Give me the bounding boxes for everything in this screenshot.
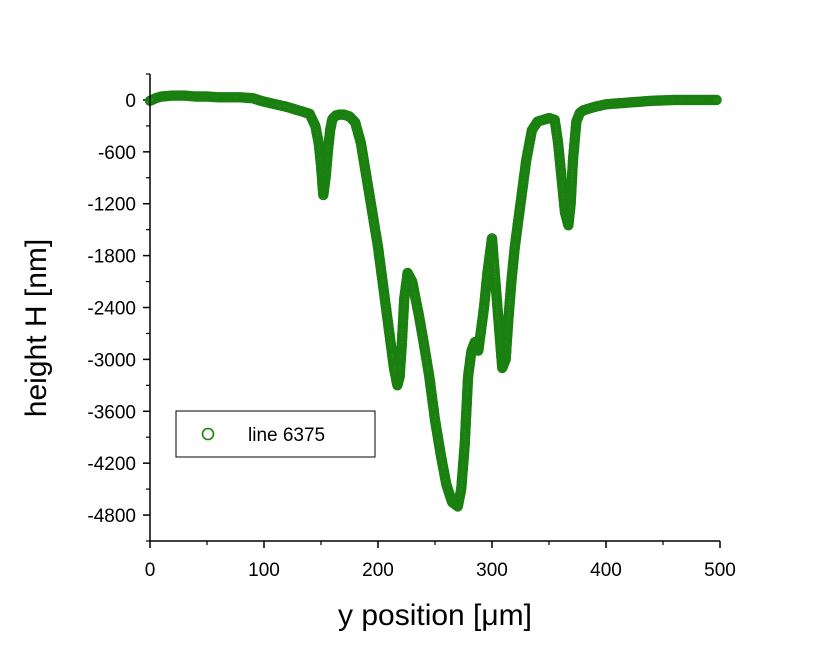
y-tick-label: -600 [98, 143, 136, 164]
x-tick-label: 300 [476, 560, 508, 581]
data-point [711, 94, 722, 106]
x-axis-title: y position [μm] [338, 599, 532, 632]
legend: line 6375 [175, 410, 376, 458]
legend-box [175, 410, 376, 458]
y-axis-title: height H [nm] [20, 239, 53, 417]
x-tick-label: 400 [590, 560, 622, 581]
y-tick-label: -1800 [87, 247, 136, 268]
y-tick-label: -4800 [87, 506, 136, 527]
x-tick-label: 100 [248, 560, 280, 581]
y-axis-ticks: 0 -600 -1200 -1800 -2400 -3000 -3600 -4200 -4800 [87, 73, 150, 542]
y-tick-label: -3600 [87, 402, 136, 423]
x-tick-label: 200 [362, 560, 394, 581]
y-tick-label: -2400 [87, 299, 136, 320]
y-tick-label: 0 [125, 91, 136, 112]
y-tick-label: -3000 [87, 350, 136, 371]
legend-marker-icon [201, 427, 215, 441]
y-tick-label: -1200 [87, 195, 136, 216]
y-tick-label: -4200 [87, 454, 136, 475]
x-axis-ticks: 0 100 200 300 400 500 [145, 541, 736, 581]
x-tick-label: 500 [704, 560, 736, 581]
data-points [144, 90, 722, 512]
legend-label: line 6375 [248, 425, 325, 446]
x-tick-label: 0 [145, 560, 156, 581]
